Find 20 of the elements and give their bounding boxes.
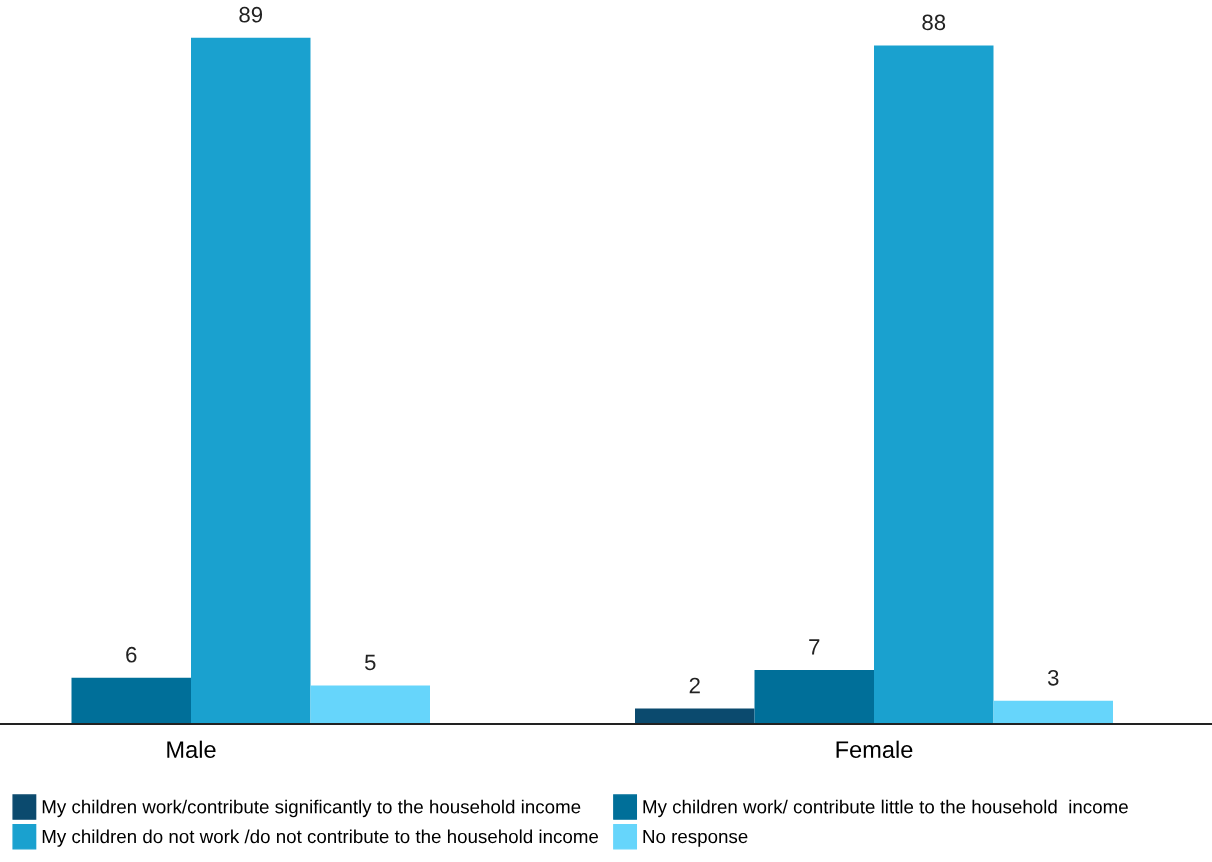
data-label: 6: [126, 646, 137, 663]
bar: [993, 700, 1113, 724]
legend-label: My children work/ contribute little to the household income: [643, 799, 1128, 818]
legend-label: My children work/contribute significantly to the household income: [42, 799, 581, 818]
bar: [874, 45, 994, 724]
data-label: 5: [364, 654, 376, 671]
legend-label: My children do not work /do not contribute to the household income: [42, 829, 599, 847]
bar: [754, 670, 874, 724]
data-label: 3: [1047, 669, 1059, 686]
data-label: 88: [922, 14, 946, 31]
bar: [310, 685, 430, 724]
data-label: 7: [809, 639, 820, 655]
data-label: 2: [689, 677, 700, 694]
bar: [635, 708, 755, 724]
bar: [191, 37, 311, 724]
x-tick-label: Female: [836, 740, 913, 759]
data-label: 89: [239, 6, 263, 23]
bar: [71, 677, 191, 724]
legend-label: No response: [643, 830, 748, 847]
x-tick-label: Male: [167, 740, 216, 759]
